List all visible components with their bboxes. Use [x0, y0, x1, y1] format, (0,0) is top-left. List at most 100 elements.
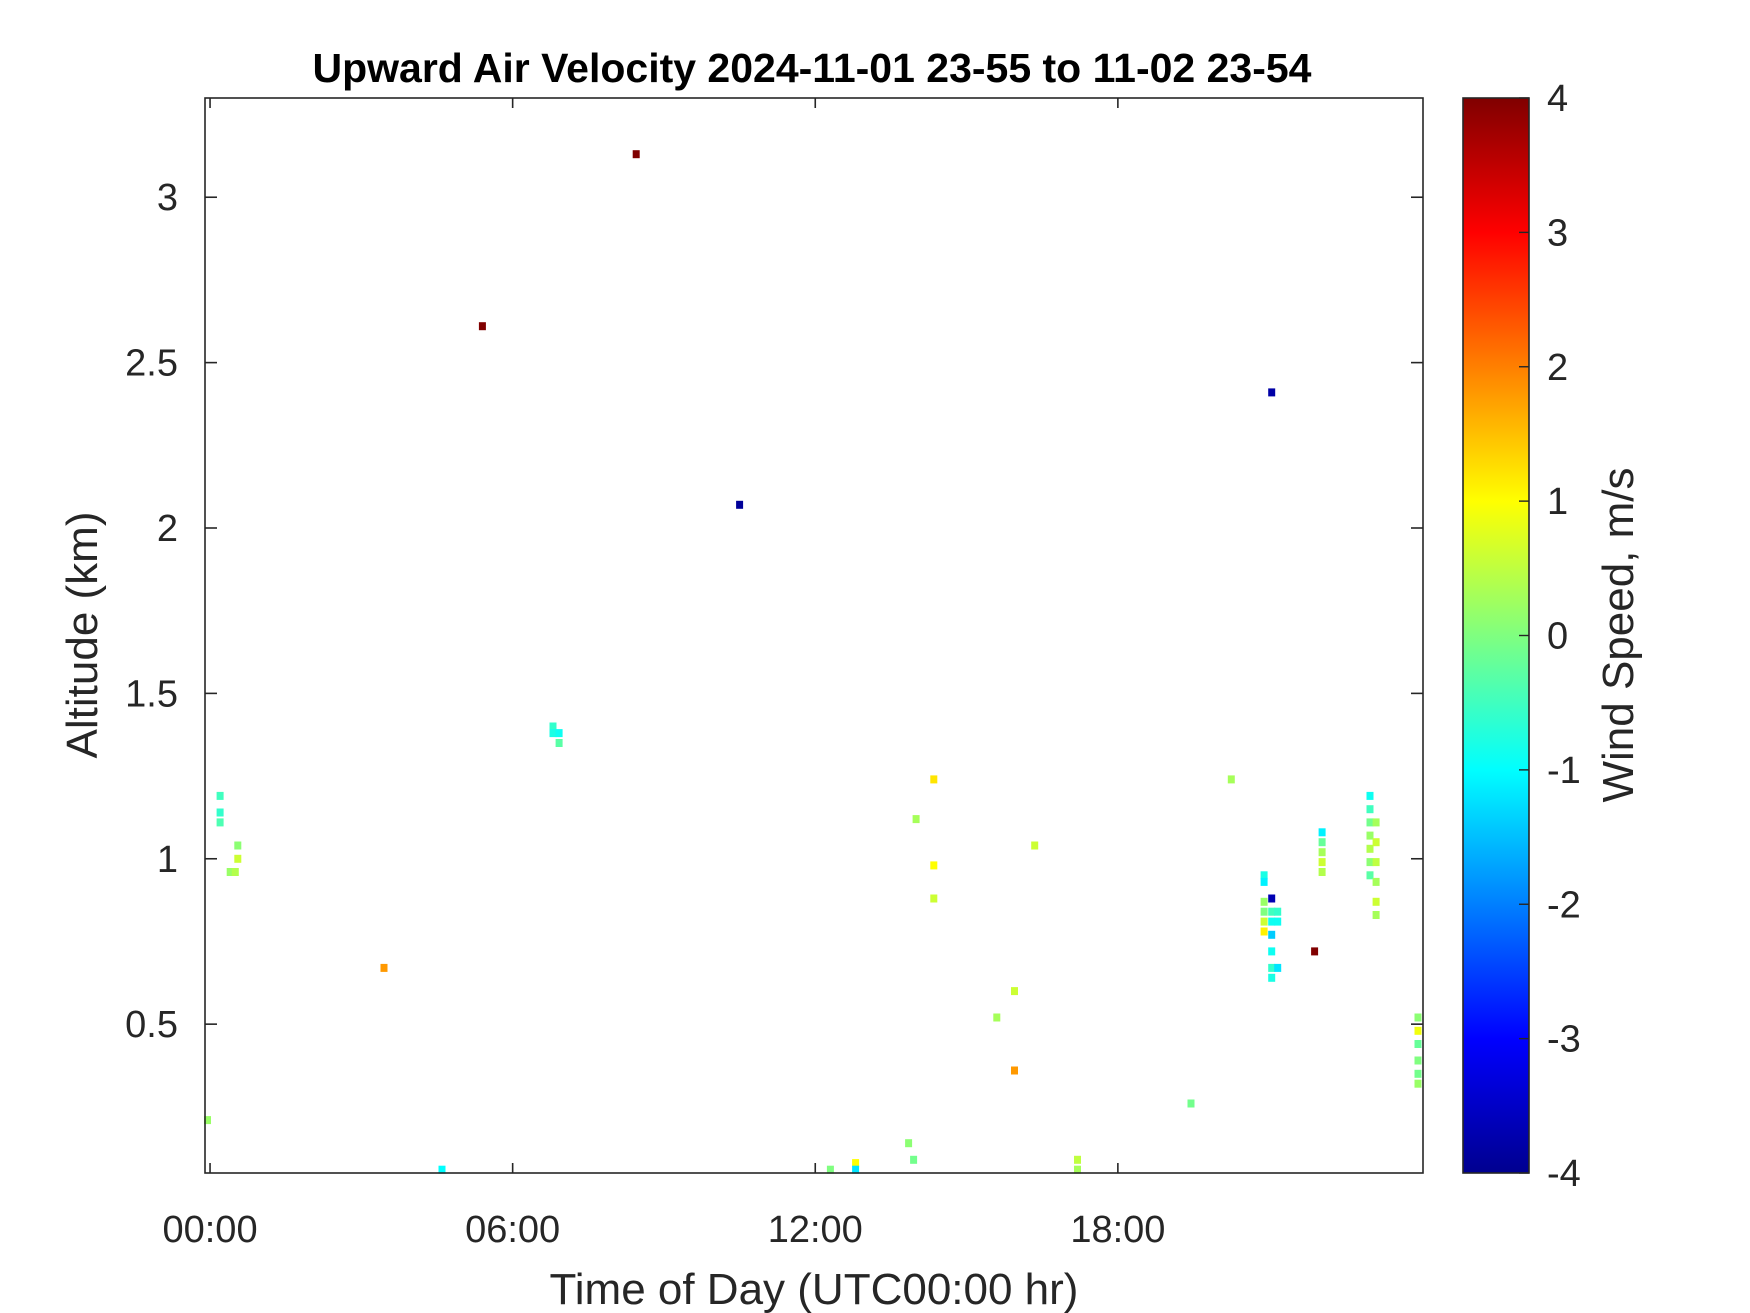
- data-cell: [1372, 838, 1380, 847]
- colorbar-tick-label: 4: [1547, 78, 1568, 120]
- plot-frame: [204, 97, 1424, 1174]
- data-cell: [478, 322, 486, 331]
- colorbar: [1462, 97, 1530, 1174]
- data-cell: [1227, 775, 1235, 784]
- y-tick-label: 1.5: [125, 673, 178, 715]
- data-cell: [930, 894, 938, 903]
- data-cell: [1318, 868, 1326, 876]
- y-tick-label: 2: [157, 508, 178, 550]
- data-cell: [1268, 963, 1276, 972]
- data-cell: [1274, 917, 1282, 926]
- data-cell: [1414, 1069, 1422, 1078]
- data-cell: [380, 963, 388, 972]
- data-cell: [1366, 871, 1374, 880]
- data-cell: [1074, 1165, 1081, 1174]
- x-tick-label: 12:00: [768, 1209, 863, 1251]
- data-cell: [1366, 858, 1374, 867]
- data-cell: [1260, 927, 1268, 936]
- colorbar-tick-label: 1: [1547, 481, 1568, 523]
- y-axis: 0.5 1 1.5 2 2.5 3: [125, 177, 1423, 1046]
- data-cell: [1372, 858, 1380, 867]
- data-cell: [1318, 838, 1326, 847]
- data-cell: [910, 1155, 918, 1164]
- data-cell: [1268, 917, 1276, 926]
- data-cell: [852, 1159, 860, 1168]
- data-cell: [555, 739, 563, 747]
- data-cell: [1366, 805, 1374, 814]
- data-cell: [1414, 1013, 1422, 1022]
- data-cell: [1318, 858, 1326, 867]
- colorbar-tick-label: 3: [1547, 212, 1568, 254]
- x-tick-label: 18:00: [1070, 1209, 1165, 1251]
- data-cell: [549, 722, 557, 731]
- data-cell: [438, 1165, 446, 1174]
- y-axis-label: Altitude (km): [58, 512, 107, 759]
- data-cell: [1414, 1026, 1422, 1035]
- data-cell: [1366, 831, 1374, 840]
- data-cell: [1268, 894, 1276, 903]
- colorbar-tick-label: -1: [1547, 750, 1581, 792]
- data-cell: [1318, 848, 1326, 857]
- data-cell: [1074, 1155, 1081, 1164]
- data-cell: [826, 1165, 834, 1174]
- colorbar-tick-label: -3: [1547, 1019, 1581, 1061]
- colorbar-tick-label: 0: [1547, 616, 1568, 658]
- data-cells: [204, 150, 1422, 1174]
- chart-title: Upward Air Velocity 2024-11-01 23-55 to …: [313, 45, 1312, 91]
- data-cell: [1268, 973, 1276, 982]
- colorbar-tick-label: 2: [1547, 347, 1568, 389]
- y-tick-label: 0.5: [125, 1004, 178, 1046]
- data-cell: [1372, 877, 1380, 886]
- y-tick-label: 3: [157, 177, 178, 219]
- data-cell: [1274, 907, 1282, 916]
- data-cell: [231, 868, 239, 876]
- x-axis: 00:00 06:00 12:00 18:00: [162, 98, 1165, 1251]
- data-cell: [549, 729, 557, 738]
- data-cell: [226, 868, 234, 876]
- data-cell: [1260, 907, 1268, 916]
- data-cell: [1366, 791, 1374, 800]
- data-cell: [1268, 388, 1276, 397]
- data-cell: [1260, 897, 1268, 906]
- data-cell: [1031, 841, 1039, 850]
- data-cell: [905, 1139, 913, 1148]
- data-cell: [1311, 947, 1319, 956]
- data-cell: [1274, 963, 1282, 972]
- data-cell: [1260, 871, 1268, 880]
- data-cell: [1318, 828, 1326, 837]
- data-cell: [1011, 987, 1018, 996]
- colorbar-tick-label: -4: [1547, 1153, 1581, 1195]
- data-cell: [736, 500, 744, 509]
- data-cell: [1268, 907, 1276, 916]
- data-cell: [555, 729, 563, 738]
- data-cell: [930, 775, 938, 784]
- data-cell: [1260, 917, 1268, 926]
- data-cell: [1372, 911, 1380, 919]
- data-cell: [1414, 1040, 1422, 1048]
- data-cell: [993, 1013, 1001, 1022]
- data-cell: [216, 791, 224, 800]
- data-cell: [1372, 897, 1380, 906]
- data-cell: [632, 150, 640, 159]
- x-tick-label: 00:00: [162, 1209, 257, 1251]
- colorbar-tick-label: -2: [1547, 884, 1581, 926]
- data-cell: [912, 815, 920, 824]
- data-cell: [1187, 1099, 1195, 1108]
- data-cell: [1414, 1079, 1422, 1088]
- data-cell: [852, 1165, 860, 1174]
- data-cell: [1011, 1066, 1018, 1075]
- data-cell: [1268, 947, 1276, 956]
- data-cell: [216, 808, 224, 817]
- data-cell: [1260, 877, 1268, 886]
- data-cell: [1372, 818, 1380, 827]
- x-axis-label: Time of Day (UTC00:00 hr): [550, 1265, 1079, 1313]
- data-cell: [234, 854, 242, 863]
- data-cell: [1366, 844, 1374, 853]
- plot-area: [205, 98, 1423, 1173]
- data-cell: [1366, 818, 1374, 827]
- y-tick-label: 2.5: [125, 343, 178, 385]
- y-tick-label: 1: [157, 839, 178, 881]
- data-cell: [930, 861, 938, 870]
- data-cell: [204, 1116, 211, 1125]
